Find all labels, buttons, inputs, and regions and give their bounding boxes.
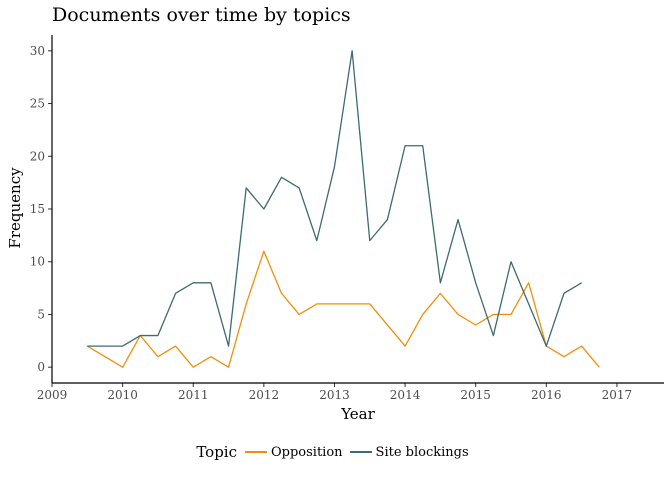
legend-item-opposition: Opposition	[245, 445, 343, 460]
x-tick-label: 2013	[319, 388, 350, 402]
x-tick-label: 2011	[178, 388, 209, 402]
legend-label-site-blockings: Site blockings	[375, 444, 469, 460]
x-tick-label: 2017	[602, 388, 633, 402]
legend-key-site-blockings	[349, 451, 372, 453]
x-tick-label: 2012	[249, 388, 280, 402]
series-line-opposition	[86, 250, 600, 368]
legend-label-opposition: Opposition	[271, 444, 343, 460]
y-tick-label: 30	[30, 44, 45, 58]
chart-title: Documents over time by topics	[52, 4, 351, 26]
x-tick-label: 2014	[390, 388, 421, 402]
series-line-site-blockings	[87, 50, 582, 347]
y-axis-title: Frequency	[6, 167, 24, 249]
y-tick-label: 0	[37, 360, 45, 374]
x-tick-label: 2009	[37, 388, 68, 402]
y-tick-label: 5	[37, 307, 45, 321]
x-tick-label: 2015	[460, 388, 491, 402]
y-tick-label: 25	[30, 97, 45, 111]
legend-title: Topic	[196, 443, 237, 461]
x-axis-title: Year	[340, 405, 375, 423]
legend-key-opposition	[245, 451, 267, 453]
y-tick-label: 10	[30, 255, 45, 269]
y-tick-label: 20	[30, 149, 45, 163]
x-tick-label: 2010	[107, 388, 138, 402]
legend-item-site-blockings: Site blockings	[349, 444, 469, 460]
line-chart: 2009 2010 2011 2012 2013 2014 2015 2016 20170510…	[6, 35, 664, 423]
x-tick-label: 2016	[531, 388, 562, 402]
y-tick-label: 15	[30, 202, 45, 216]
legend: Topic Opposition Site blockings	[0, 443, 672, 461]
